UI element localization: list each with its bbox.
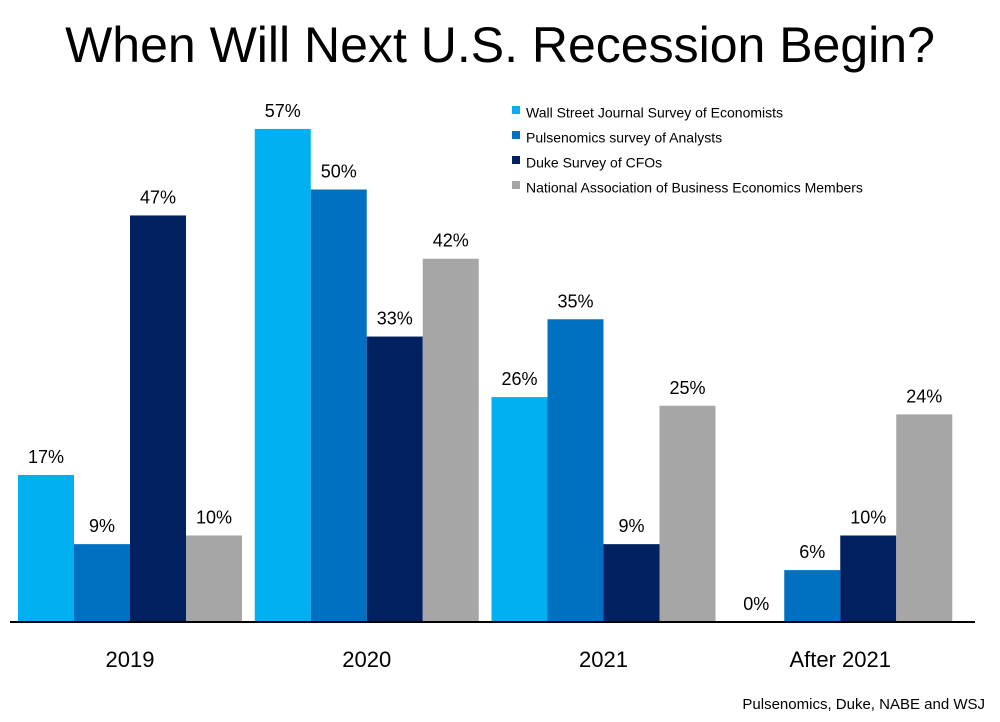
bar bbox=[254, 128, 311, 622]
data-labels-layer: 17% 9% 47% 10% 57% 50% 33% 42% 26% 35% 9% 25% 0% 6% 10… bbox=[28, 101, 942, 614]
bar bbox=[186, 535, 242, 622]
category-label: 2019 bbox=[106, 647, 155, 672]
source-note: Pulsenomics, Duke, NABE and WSJ bbox=[742, 696, 985, 713]
bar bbox=[784, 570, 841, 622]
bar bbox=[547, 319, 604, 622]
data-label: 47% bbox=[140, 187, 176, 207]
data-label: 42% bbox=[433, 231, 469, 251]
data-label: 33% bbox=[377, 309, 413, 329]
data-label: 10% bbox=[850, 508, 886, 528]
data-label: 9% bbox=[89, 516, 115, 536]
category-labels-layer: 2019 2020 2021 After 2021 bbox=[106, 647, 891, 672]
data-label: 26% bbox=[501, 369, 537, 389]
bars-layer bbox=[18, 128, 953, 622]
legend-swatch bbox=[512, 131, 520, 139]
data-label: 9% bbox=[618, 516, 644, 536]
data-label: 57% bbox=[265, 101, 301, 121]
legend: Wall Street Journal Survey of Economists… bbox=[512, 105, 863, 196]
category-label: After 2021 bbox=[789, 647, 891, 672]
chart-title: When Will Next U.S. Recession Begin? bbox=[65, 17, 935, 73]
bar bbox=[603, 544, 660, 622]
bar bbox=[840, 535, 897, 622]
legend-label: Duke Survey of CFOs bbox=[526, 155, 662, 171]
data-label: 10% bbox=[196, 508, 232, 528]
bar bbox=[366, 336, 423, 622]
bar bbox=[491, 397, 548, 622]
data-label: 17% bbox=[28, 447, 64, 467]
data-label: 6% bbox=[799, 542, 825, 562]
category-label: 2020 bbox=[342, 647, 391, 672]
bar bbox=[896, 414, 953, 622]
data-label: 50% bbox=[321, 162, 357, 182]
category-label: 2021 bbox=[579, 647, 628, 672]
legend-swatch bbox=[512, 106, 520, 114]
legend-label: Wall Street Journal Survey of Economists bbox=[526, 105, 783, 121]
bar bbox=[18, 474, 74, 622]
legend-label: Pulsenomics survey of Analysts bbox=[526, 130, 722, 146]
bar bbox=[74, 544, 130, 622]
legend-swatch bbox=[512, 156, 520, 164]
bar bbox=[130, 215, 186, 622]
bar bbox=[659, 405, 716, 622]
bar bbox=[422, 258, 479, 622]
legend-swatch bbox=[512, 181, 520, 189]
data-label: 24% bbox=[906, 386, 942, 406]
data-label: 35% bbox=[557, 291, 593, 311]
data-label: 25% bbox=[669, 378, 705, 398]
bar bbox=[310, 189, 367, 622]
legend-label: National Association of Business Economi… bbox=[526, 180, 863, 196]
data-label: 0% bbox=[743, 594, 769, 614]
